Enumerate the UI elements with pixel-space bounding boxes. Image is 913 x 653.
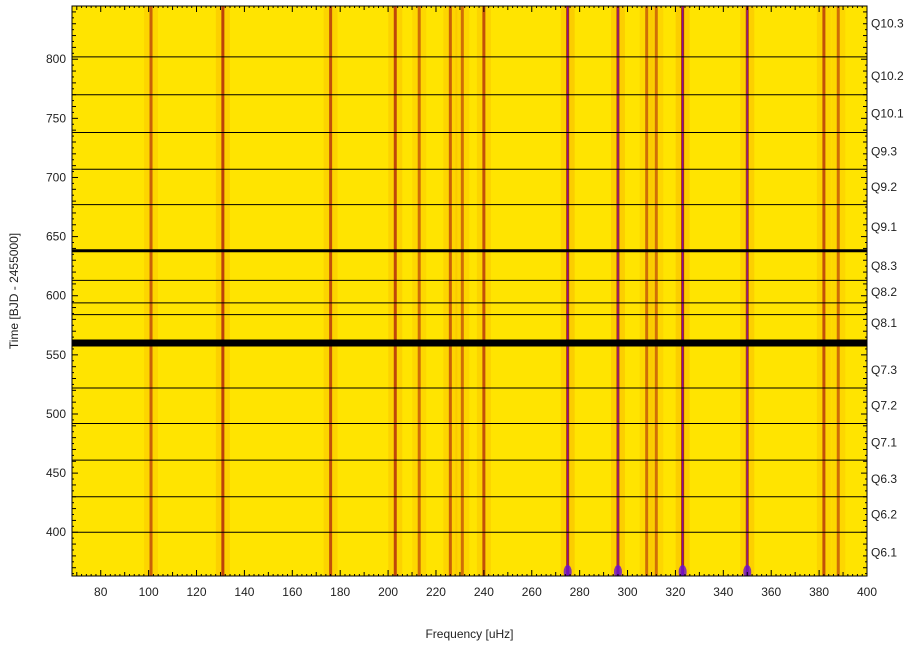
x-tick-label: 160 (282, 585, 302, 599)
x-tick-label: 360 (761, 585, 781, 599)
ridge-core-2 (329, 6, 333, 576)
x-tick-label: 100 (139, 585, 159, 599)
quarter-label: Q6.3 (871, 472, 897, 486)
quarter-boundary-layer (72, 56, 867, 533)
ridge-core-1 (221, 6, 225, 576)
ridge-core-4 (417, 6, 421, 576)
ridge-peak-9 (617, 6, 619, 576)
x-tick-label: 300 (618, 585, 638, 599)
quarter-label: Q10.3 (871, 17, 904, 31)
quarter-label: Q9.3 (871, 144, 897, 158)
ridge-core-0 (149, 6, 153, 576)
x-tick-label: 260 (522, 585, 542, 599)
x-tick-label: 220 (426, 585, 446, 599)
x-tick-label: 140 (234, 585, 254, 599)
x-tick-label: 320 (665, 585, 685, 599)
quarter-label: Q7.3 (871, 363, 897, 377)
plot-background (72, 6, 867, 576)
y-tick-label: 650 (46, 230, 66, 244)
ridge-peak-13 (746, 6, 748, 576)
ridge-blob-8 (563, 565, 572, 576)
x-axis-label: Frequency [uHz] (425, 627, 513, 641)
x-tick-label: 80 (94, 585, 108, 599)
y-axis-label: Time [BJD - 2455000] (7, 233, 21, 349)
x-tick-label: 400 (857, 585, 877, 599)
ridge-blob-12 (678, 565, 687, 576)
ridge-core-11 (654, 6, 658, 576)
ridge-core-14 (822, 6, 826, 576)
y-tick-label: 700 (46, 170, 66, 184)
x-axis: 80 100 120 140 160 180 200 220 240 260 280 300 320 34… (76, 6, 877, 599)
quarter-label: Q10.2 (871, 69, 904, 83)
y-tick-label: 550 (46, 348, 66, 362)
ridge-core-10 (645, 6, 649, 576)
x-tick-label: 180 (330, 585, 350, 599)
quarter-label: Q8.3 (871, 259, 897, 273)
ridge-blob-9 (613, 565, 622, 576)
quarter-label: Q7.2 (871, 399, 897, 413)
quarter-label: Q8.2 (871, 285, 897, 299)
x-tick-label: 120 (187, 585, 207, 599)
y-axis: 400 450 500 550 600 650 700 750 800 (46, 5, 867, 575)
x-tick-label: 240 (474, 585, 494, 599)
quarter-label: Q8.1 (871, 316, 897, 330)
quarter-labels: Q10.3 Q10.2 Q10.1 Q9.3 Q9.2 Q9.1 Q8.3 Q8.2 Q8.1 Q… (871, 17, 904, 560)
ridge-peak-12 (682, 6, 684, 576)
quarter-label: Q9.1 (871, 220, 897, 234)
x-tick-label: 200 (378, 585, 398, 599)
ridge-peak-8 (567, 6, 569, 576)
x-tick-label: 280 (570, 585, 590, 599)
x-tick-label: 340 (713, 585, 733, 599)
ridge-core-6 (460, 6, 464, 576)
ridge-core-5 (448, 6, 452, 576)
x-tick-label: 380 (809, 585, 829, 599)
y-tick-label: 800 (46, 52, 66, 66)
y-tick-label: 400 (46, 525, 66, 539)
y-tick-label: 450 (46, 466, 66, 480)
y-tick-label: 600 (46, 289, 66, 303)
ridge-layer (144, 6, 846, 576)
ridge-core-3 (393, 6, 397, 576)
quarter-label: Q7.1 (871, 435, 897, 449)
quarter-label: Q6.2 (871, 508, 897, 522)
ridge-blob-13 (743, 565, 752, 576)
y-tick-label: 500 (46, 407, 66, 421)
quarter-label: Q10.1 (871, 107, 904, 121)
quarter-label: Q6.1 (871, 545, 897, 559)
y-tick-label: 750 (46, 111, 66, 125)
ridge-core-15 (836, 6, 840, 576)
quarter-label: Q9.2 (871, 180, 897, 194)
ridge-core-7 (482, 6, 486, 576)
